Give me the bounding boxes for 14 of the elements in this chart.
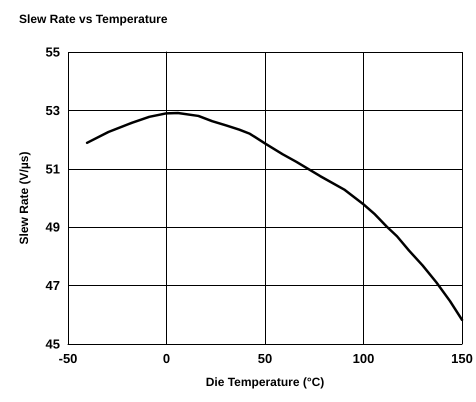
y-tick-label: 45 xyxy=(46,336,60,352)
y-tick-label: 55 xyxy=(46,44,60,60)
y-axis-title: Slew Rate (V/µs) xyxy=(17,152,31,244)
x-tick-label: 50 xyxy=(258,351,272,366)
chart-title: Slew Rate vs Temperature xyxy=(19,12,168,26)
x-axis-title: Die Temperature (°C) xyxy=(206,375,324,389)
y-tick-label: 51 xyxy=(46,161,60,176)
x-tick-label: -50 xyxy=(58,351,78,366)
y-tick-label: 49 xyxy=(46,220,60,235)
x-tick-label: 0 xyxy=(162,351,170,366)
x-tick-label: 100 xyxy=(352,351,374,366)
y-tick-label: 53 xyxy=(46,102,60,118)
x-tick-label: 150 xyxy=(451,351,473,366)
y-tick-label: 47 xyxy=(46,278,60,294)
